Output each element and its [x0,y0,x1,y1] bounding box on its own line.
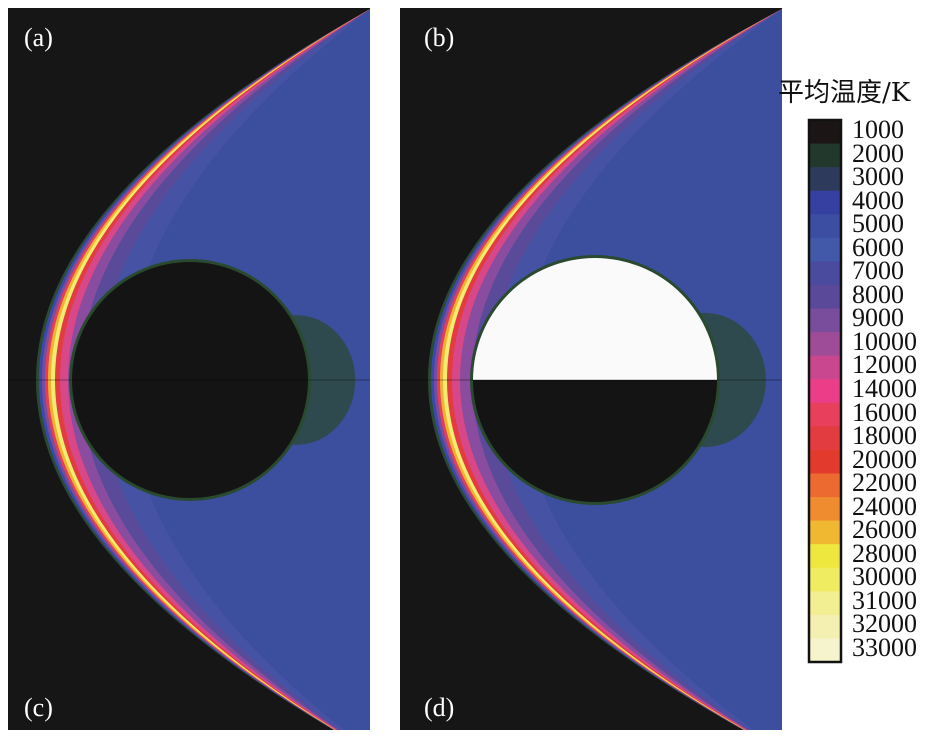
colorbar-segment-26000 [810,520,840,545]
colorbar-tick-label: 10000 [852,326,917,356]
sphere-hot-region [473,258,717,380]
panel-label-b: (b) [424,23,454,52]
colorbar-tick-label: 16000 [852,397,917,427]
colorbar-segment-16000 [810,402,840,427]
colorbar-segment-31000 [810,591,840,616]
panel-left [8,8,370,730]
colorbar-tick-label: 9000 [852,303,904,333]
colorbar-tick-label: 24000 [852,491,917,521]
colorbar-segment-32000 [810,614,840,640]
colorbar-segment-20000 [810,449,840,475]
colorbar-segment-8000 [810,284,840,310]
colorbar-frame [807,118,843,664]
colorbar-segment-18000 [810,426,840,451]
colorbar-tick-label: 22000 [852,468,917,498]
colorbar-tick-label: 20000 [852,444,917,474]
colorbar-segment-3000 [810,167,840,192]
colorbar-tick-label: 4000 [852,185,904,215]
colorbar-segment-14000 [810,379,840,404]
colorbar-tick-label: 5000 [852,209,904,239]
colorbar-tick-label: 33000 [852,633,917,663]
colorbar-segment-10000 [810,332,840,357]
colorbar-segment-4000 [810,190,840,215]
colorbar-title: 平均温度/K [778,78,911,108]
colorbar-tick-label: 26000 [852,515,917,545]
colorbar-segment-6000 [810,237,840,262]
colorbar [807,118,843,664]
colorbar-tick-label: 1000 [852,115,904,144]
colorbar-tick-label: 30000 [852,562,917,592]
colorbar-tick-label: 8000 [852,279,904,309]
colorbar-segment-28000 [810,544,840,569]
colorbar-tick-label: 12000 [852,350,917,380]
colorbar-tick-label: 18000 [852,421,917,451]
colorbar-tick-label: 6000 [852,232,904,262]
colorbar-tick-label: 3000 [852,162,904,192]
colorbar-segment-22000 [810,473,840,498]
colorbar-tick-label: 14000 [852,374,917,404]
panel-label-a: (a) [24,23,53,52]
panel-right [400,8,782,730]
colorbar-segment-24000 [810,497,840,522]
colorbar-segment-12000 [810,355,840,380]
colorbar-tick-label: 2000 [852,138,904,168]
colorbar-segment-2000 [810,143,840,168]
colorbar-segment-33000 [810,638,840,663]
colorbar-segment-5000 [810,214,840,239]
sphere [72,262,308,498]
colorbar-tick-label: 7000 [852,256,904,286]
colorbar-segment-7000 [810,261,840,286]
colorbar-tick-label: 32000 [852,609,917,639]
colorbar-segment-1000 [810,120,840,145]
colorbar-segment-9000 [810,308,840,333]
colorbar-tick-label: 28000 [852,538,917,568]
colorbar-segment-30000 [810,567,840,592]
panel-label-c: (c) [24,693,53,722]
colorbar-tick-label: 31000 [852,585,917,615]
colorbar-tick-labels: 1000 2000 3000 4000 5000 6000 7000 8000 9000 1000… [852,115,917,663]
panel-label-d: (d) [424,693,454,722]
